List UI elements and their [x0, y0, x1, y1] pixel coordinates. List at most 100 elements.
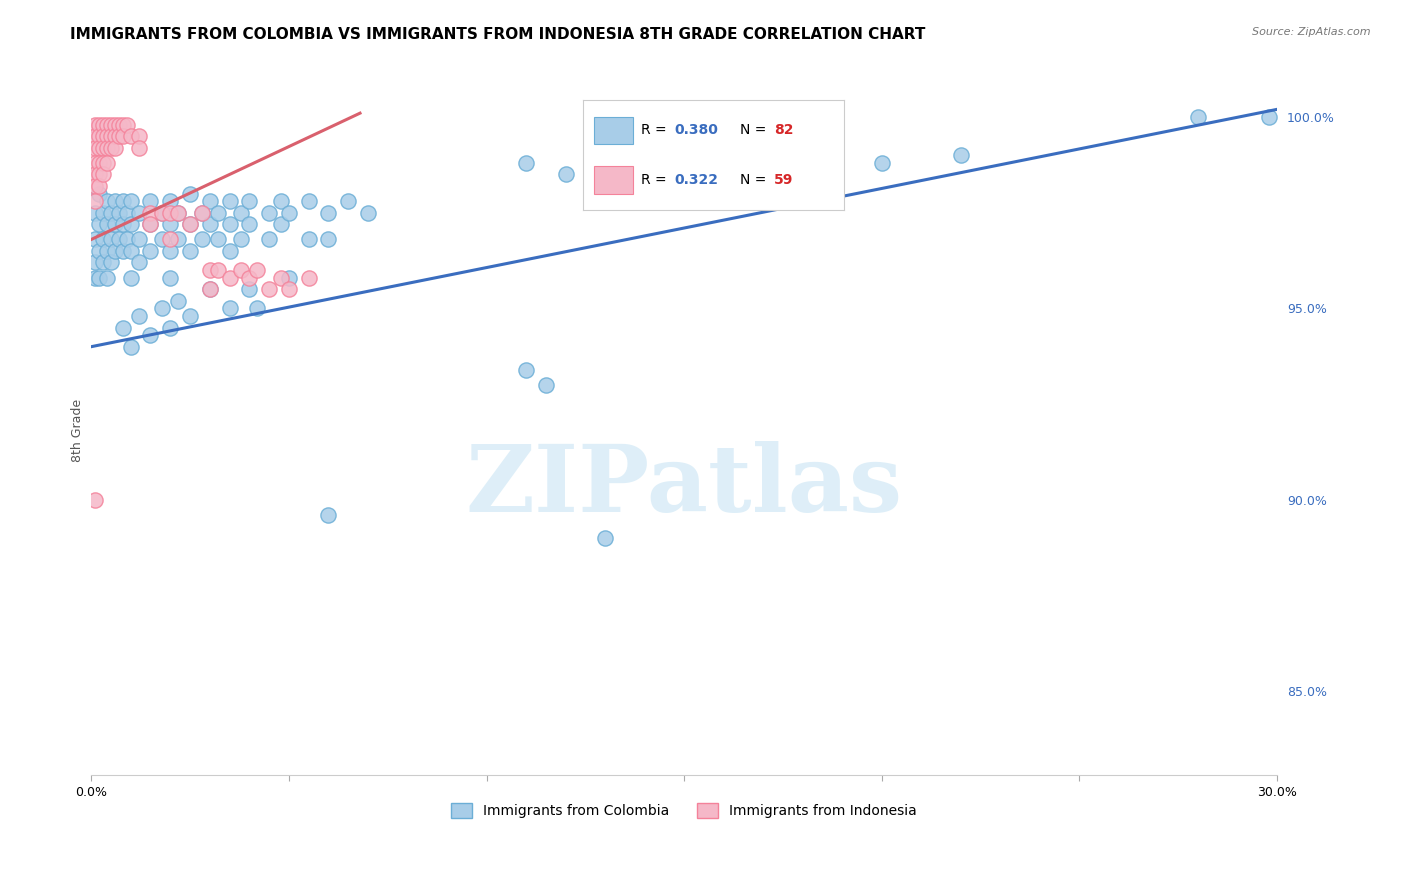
Point	[277, 282, 299, 296]
Point	[159, 205, 181, 219]
Point	[191, 232, 214, 246]
Point	[515, 362, 537, 376]
Point	[96, 194, 118, 209]
Point	[318, 205, 340, 219]
Point	[128, 255, 150, 269]
Point	[515, 156, 537, 170]
Point	[150, 301, 173, 316]
Point	[159, 320, 181, 334]
Point	[111, 217, 134, 231]
Point	[87, 140, 110, 154]
Point	[139, 194, 162, 209]
Point	[87, 118, 110, 132]
Point	[139, 328, 162, 343]
Point	[91, 140, 114, 154]
Point	[104, 140, 127, 154]
Text: ZIPatlas: ZIPatlas	[465, 441, 903, 531]
Point	[257, 205, 280, 219]
Point	[179, 217, 201, 231]
Point	[318, 508, 340, 523]
Point	[91, 232, 114, 246]
Point	[104, 129, 127, 144]
Point	[191, 205, 214, 219]
Point	[128, 309, 150, 323]
Point	[337, 194, 360, 209]
Point	[238, 270, 260, 285]
Point	[96, 270, 118, 285]
Point	[270, 217, 292, 231]
Point	[593, 531, 616, 545]
Point	[84, 255, 107, 269]
Point	[108, 129, 131, 144]
Point	[633, 156, 655, 170]
Point	[139, 205, 162, 219]
Point	[84, 129, 107, 144]
Point	[120, 217, 142, 231]
Point	[167, 205, 190, 219]
Point	[104, 244, 127, 258]
Point	[150, 205, 173, 219]
Point	[91, 205, 114, 219]
Point	[139, 244, 162, 258]
Point	[159, 194, 181, 209]
Point	[534, 378, 557, 392]
Point	[96, 129, 118, 144]
Point	[128, 205, 150, 219]
Point	[198, 282, 221, 296]
Point	[238, 194, 260, 209]
Point	[139, 217, 162, 231]
Point	[84, 118, 107, 132]
Point	[96, 156, 118, 170]
Point	[159, 244, 181, 258]
Point	[91, 168, 114, 182]
Text: Source: ZipAtlas.com: Source: ZipAtlas.com	[1253, 27, 1371, 37]
Point	[128, 129, 150, 144]
Point	[104, 217, 127, 231]
Point	[231, 232, 253, 246]
Point	[277, 205, 299, 219]
Point	[218, 194, 240, 209]
Point	[87, 129, 110, 144]
Point	[1187, 110, 1209, 124]
Point	[120, 194, 142, 209]
Point	[96, 140, 118, 154]
Point	[179, 186, 201, 201]
Point	[198, 282, 221, 296]
Point	[297, 270, 319, 285]
Point	[91, 118, 114, 132]
Point	[270, 194, 292, 209]
Point	[218, 270, 240, 285]
Point	[91, 255, 114, 269]
Point	[104, 194, 127, 209]
Point	[198, 263, 221, 277]
Text: IMMIGRANTS FROM COLOMBIA VS IMMIGRANTS FROM INDONESIA 8TH GRADE CORRELATION CHAR: IMMIGRANTS FROM COLOMBIA VS IMMIGRANTS F…	[70, 27, 925, 42]
Point	[207, 205, 229, 219]
Point	[100, 232, 122, 246]
Point	[949, 148, 972, 162]
Point	[84, 270, 107, 285]
Point	[218, 301, 240, 316]
Point	[87, 217, 110, 231]
Point	[84, 140, 107, 154]
Point	[111, 320, 134, 334]
Point	[111, 244, 134, 258]
Point	[357, 205, 380, 219]
Point	[84, 178, 107, 193]
Point	[179, 217, 201, 231]
Point	[218, 244, 240, 258]
Point	[128, 140, 150, 154]
Point	[108, 205, 131, 219]
Point	[870, 156, 893, 170]
Point	[84, 168, 107, 182]
Point	[100, 129, 122, 144]
Point	[96, 217, 118, 231]
Point	[167, 205, 190, 219]
Point	[84, 492, 107, 507]
Point	[159, 270, 181, 285]
Point	[246, 263, 269, 277]
Point	[159, 217, 181, 231]
Point	[111, 129, 134, 144]
Point	[87, 244, 110, 258]
Point	[84, 156, 107, 170]
Point	[150, 205, 173, 219]
